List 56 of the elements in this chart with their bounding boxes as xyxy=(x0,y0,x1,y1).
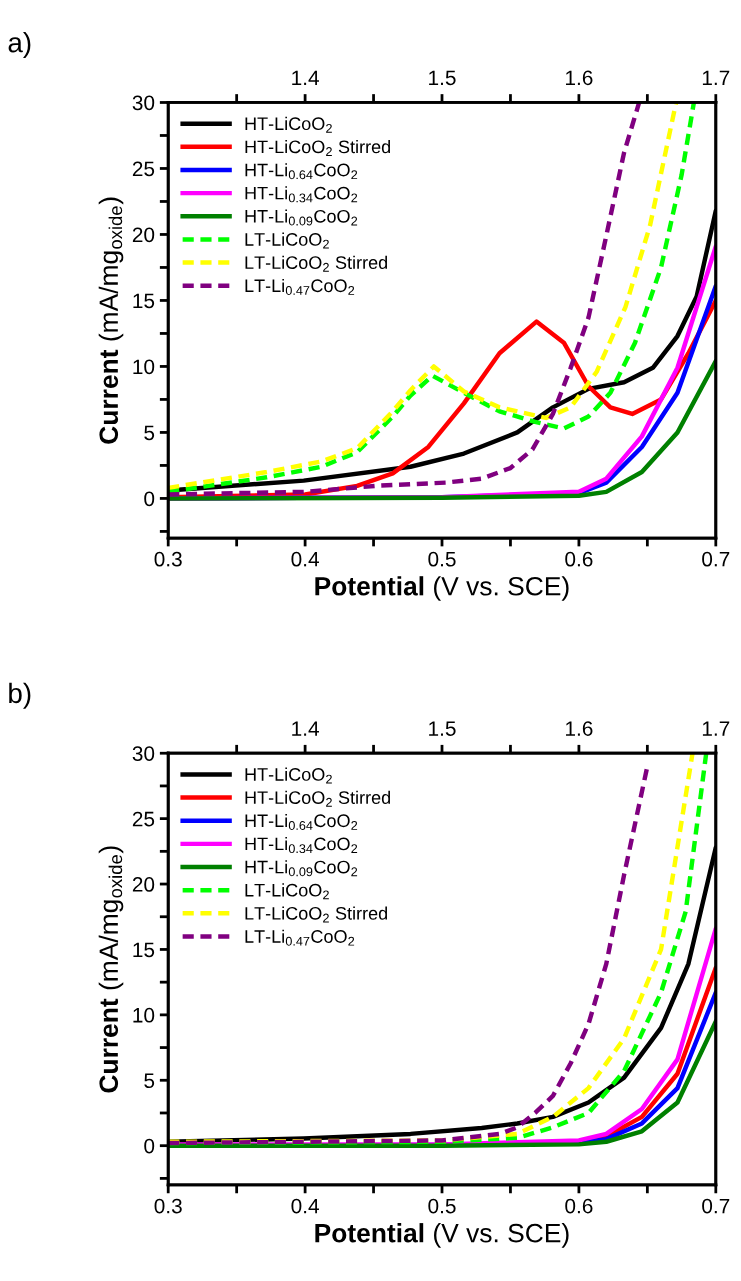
line-series xyxy=(168,358,716,501)
x-axis-title: Potential (V vs. SCE) xyxy=(315,576,569,601)
x-tick-label: 0.4 xyxy=(291,551,319,567)
text: b) xyxy=(9,682,31,709)
x2-tick-label: 1.5 xyxy=(429,70,456,86)
legend-label: HT-Li$_{0.09}$CoO$_{2}$ xyxy=(245,209,358,226)
legend-label: HT-LiCoO$_{2}$ Stirred xyxy=(245,790,390,807)
legend-label: LT-LiCoO$_{2}$ Stirred xyxy=(245,255,388,272)
x2-tick-label: 1.7 xyxy=(702,721,730,736)
line-series xyxy=(168,1019,716,1148)
x-axis-title: Potential (V vs. SCE) xyxy=(315,1223,569,1248)
legend-label: HT-Li$_{0.09}$CoO$_{2}$ xyxy=(245,860,358,877)
y-tick-label: 30 xyxy=(132,95,155,111)
y-axis-title: Current (mA/mg$_{oxide}$) xyxy=(98,846,124,1093)
x2-tick-label: 1.7 xyxy=(702,70,730,85)
x2-tick-label: 1.5 xyxy=(429,721,456,736)
legend-label: LT-Li$_{0.47}$CoO$_{2}$ xyxy=(245,278,355,295)
legend-label: HT-Li$_{0.34}$CoO$_{2}$ xyxy=(245,837,358,854)
x-tick-label: 0.5 xyxy=(428,551,456,567)
legend-label: HT-LiCoO$_{2}$ xyxy=(245,116,332,133)
x-tick-label: 0.7 xyxy=(702,551,730,567)
legend-label: LT-LiCoO$_{2}$ xyxy=(245,232,329,249)
x-tick-label: 0.4 xyxy=(291,1198,319,1214)
y-tick-label: 5 xyxy=(144,425,155,441)
y-tick-label: 20 xyxy=(132,227,155,243)
x-tick-label: 0.6 xyxy=(565,1198,593,1214)
y-tick-label: 5 xyxy=(144,1073,155,1089)
y-tick-label: 15 xyxy=(133,942,155,958)
y-tick-label: 30 xyxy=(132,746,155,761)
y-tick-label: 15 xyxy=(133,293,155,309)
y-tick-label: 25 xyxy=(132,811,155,827)
legend-label: LT-LiCoO$_{2}$ xyxy=(245,883,329,900)
x-tick-label: 0.7 xyxy=(702,1198,730,1214)
x2-tick-label: 1.4 xyxy=(292,721,319,736)
x2-tick-label: 1.6 xyxy=(566,721,593,736)
x-tick-label: 0.5 xyxy=(428,1198,456,1214)
x-tick-label: 0.3 xyxy=(154,1198,182,1214)
y-tick-label: 10 xyxy=(133,1007,155,1023)
legend-label: HT-Li$_{0.34}$CoO$_{2}$ xyxy=(245,186,358,203)
legend-label: LT-LiCoO$_{2}$ Stirred xyxy=(245,906,388,923)
text: a) xyxy=(8,32,31,58)
legend-label: HT-Li$_{0.64}$CoO$_{2}$ xyxy=(245,163,358,180)
x-tick-label: 0.3 xyxy=(154,551,182,567)
y-tick-label: 0 xyxy=(144,1138,155,1154)
y-tick-label: 25 xyxy=(132,161,155,177)
x2-tick-label: 1.6 xyxy=(566,70,593,86)
y-tick-label: 10 xyxy=(133,359,155,375)
x-tick-label: 0.6 xyxy=(565,551,593,567)
y-tick-label: 20 xyxy=(132,877,155,892)
legend-label: HT-Li$_{0.64}$CoO$_{2}$ xyxy=(245,813,358,830)
legend-label: HT-LiCoO$_{2}$ xyxy=(245,767,332,784)
y-tick-label: 0 xyxy=(144,491,155,507)
legend-label: LT-Li$_{0.47}$CoO$_{2}$ xyxy=(245,929,355,946)
x2-tick-label: 1.4 xyxy=(292,70,319,85)
y-axis-title: Current (mA/mg$_{oxide}$) xyxy=(98,197,124,444)
legend-label: HT-LiCoO$_{2}$ Stirred xyxy=(245,139,390,156)
